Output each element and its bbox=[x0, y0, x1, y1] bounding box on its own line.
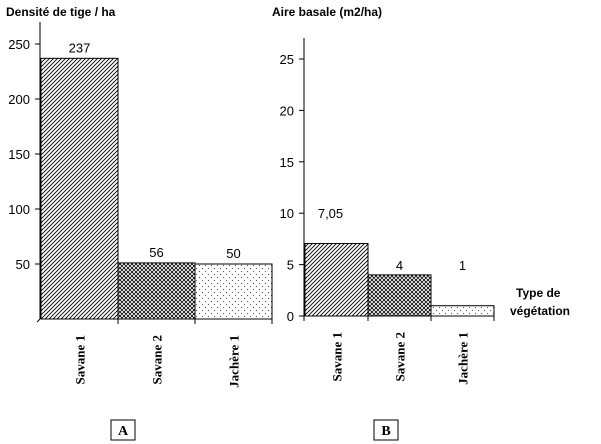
panel-label: B bbox=[381, 424, 390, 439]
panel-label-box: B bbox=[373, 419, 399, 441]
x-tick-labels: Savane 1 Savane 2 Jachère 1 bbox=[36, 318, 273, 388]
bar bbox=[117, 262, 196, 320]
x-tick-label: Savane 2 bbox=[393, 332, 408, 381]
y-tick-label: 150 bbox=[8, 147, 30, 162]
chart-title: Densité de tige / ha bbox=[6, 5, 116, 19]
y-tick-label: 0 bbox=[287, 309, 294, 324]
data-label: 56 bbox=[149, 245, 163, 260]
bars: 237 56 50 bbox=[40, 40, 273, 320]
y-tick-label: 20 bbox=[280, 103, 294, 118]
y-tick-label: 200 bbox=[8, 92, 30, 107]
data-label: 237 bbox=[69, 40, 91, 55]
y-axis: 50 100 150 200 250 bbox=[8, 22, 41, 319]
x-tick-label: Savane 1 bbox=[330, 332, 345, 381]
data-label: 1 bbox=[459, 258, 466, 273]
bar bbox=[40, 57, 119, 320]
x-tick-labels: Savane 1 Savane 2 Jachère 1 bbox=[303, 316, 495, 385]
x-tick-label: Jachère 1 bbox=[227, 335, 242, 388]
panel-label: A bbox=[118, 424, 129, 439]
bars: 7,05 4 1 bbox=[304, 206, 495, 317]
chart-panel-b: Aire basale (m2/ha) 0 5 10 15 20 25 7,05 4 1 Sa… bbox=[272, 5, 570, 441]
y-tick-label: 15 bbox=[280, 155, 294, 170]
y-tick-label: 25 bbox=[280, 52, 294, 67]
x-axis-label-line-1: Type de bbox=[516, 286, 561, 300]
x-tick-label: Savane 1 bbox=[73, 335, 88, 384]
bar bbox=[367, 274, 432, 317]
bar bbox=[430, 305, 495, 317]
panel-label-box: A bbox=[110, 419, 136, 441]
x-tick-label: Jachère 1 bbox=[456, 332, 471, 385]
chart-title: Aire basale (m2/ha) bbox=[272, 5, 382, 19]
panel-label-frame bbox=[110, 419, 136, 441]
y-tick-label: 250 bbox=[8, 37, 30, 52]
data-label: 50 bbox=[226, 246, 240, 261]
data-label: 4 bbox=[396, 258, 403, 273]
x-tick-label: Savane 2 bbox=[150, 335, 165, 384]
bar bbox=[304, 243, 369, 317]
panel-label-frame bbox=[373, 419, 399, 441]
y-tick-label: 5 bbox=[287, 258, 294, 273]
bar bbox=[194, 263, 273, 320]
y-ticks: 0 5 10 15 20 25 bbox=[280, 52, 304, 324]
y-ticks: 50 100 150 200 250 bbox=[8, 37, 40, 272]
chart-panel-a: Densité de tige / ha 50 100 150 200 250 237 5… bbox=[6, 5, 273, 441]
y-tick-label: 50 bbox=[16, 257, 30, 272]
y-tick-label: 100 bbox=[8, 202, 30, 217]
y-tick-label: 10 bbox=[280, 206, 294, 221]
y-axis: 0 5 10 15 20 25 bbox=[280, 38, 305, 324]
data-label: 7,05 bbox=[318, 206, 343, 221]
x-tick-mark bbox=[36, 318, 41, 323]
x-axis-label-line-2: végétation bbox=[510, 304, 570, 318]
